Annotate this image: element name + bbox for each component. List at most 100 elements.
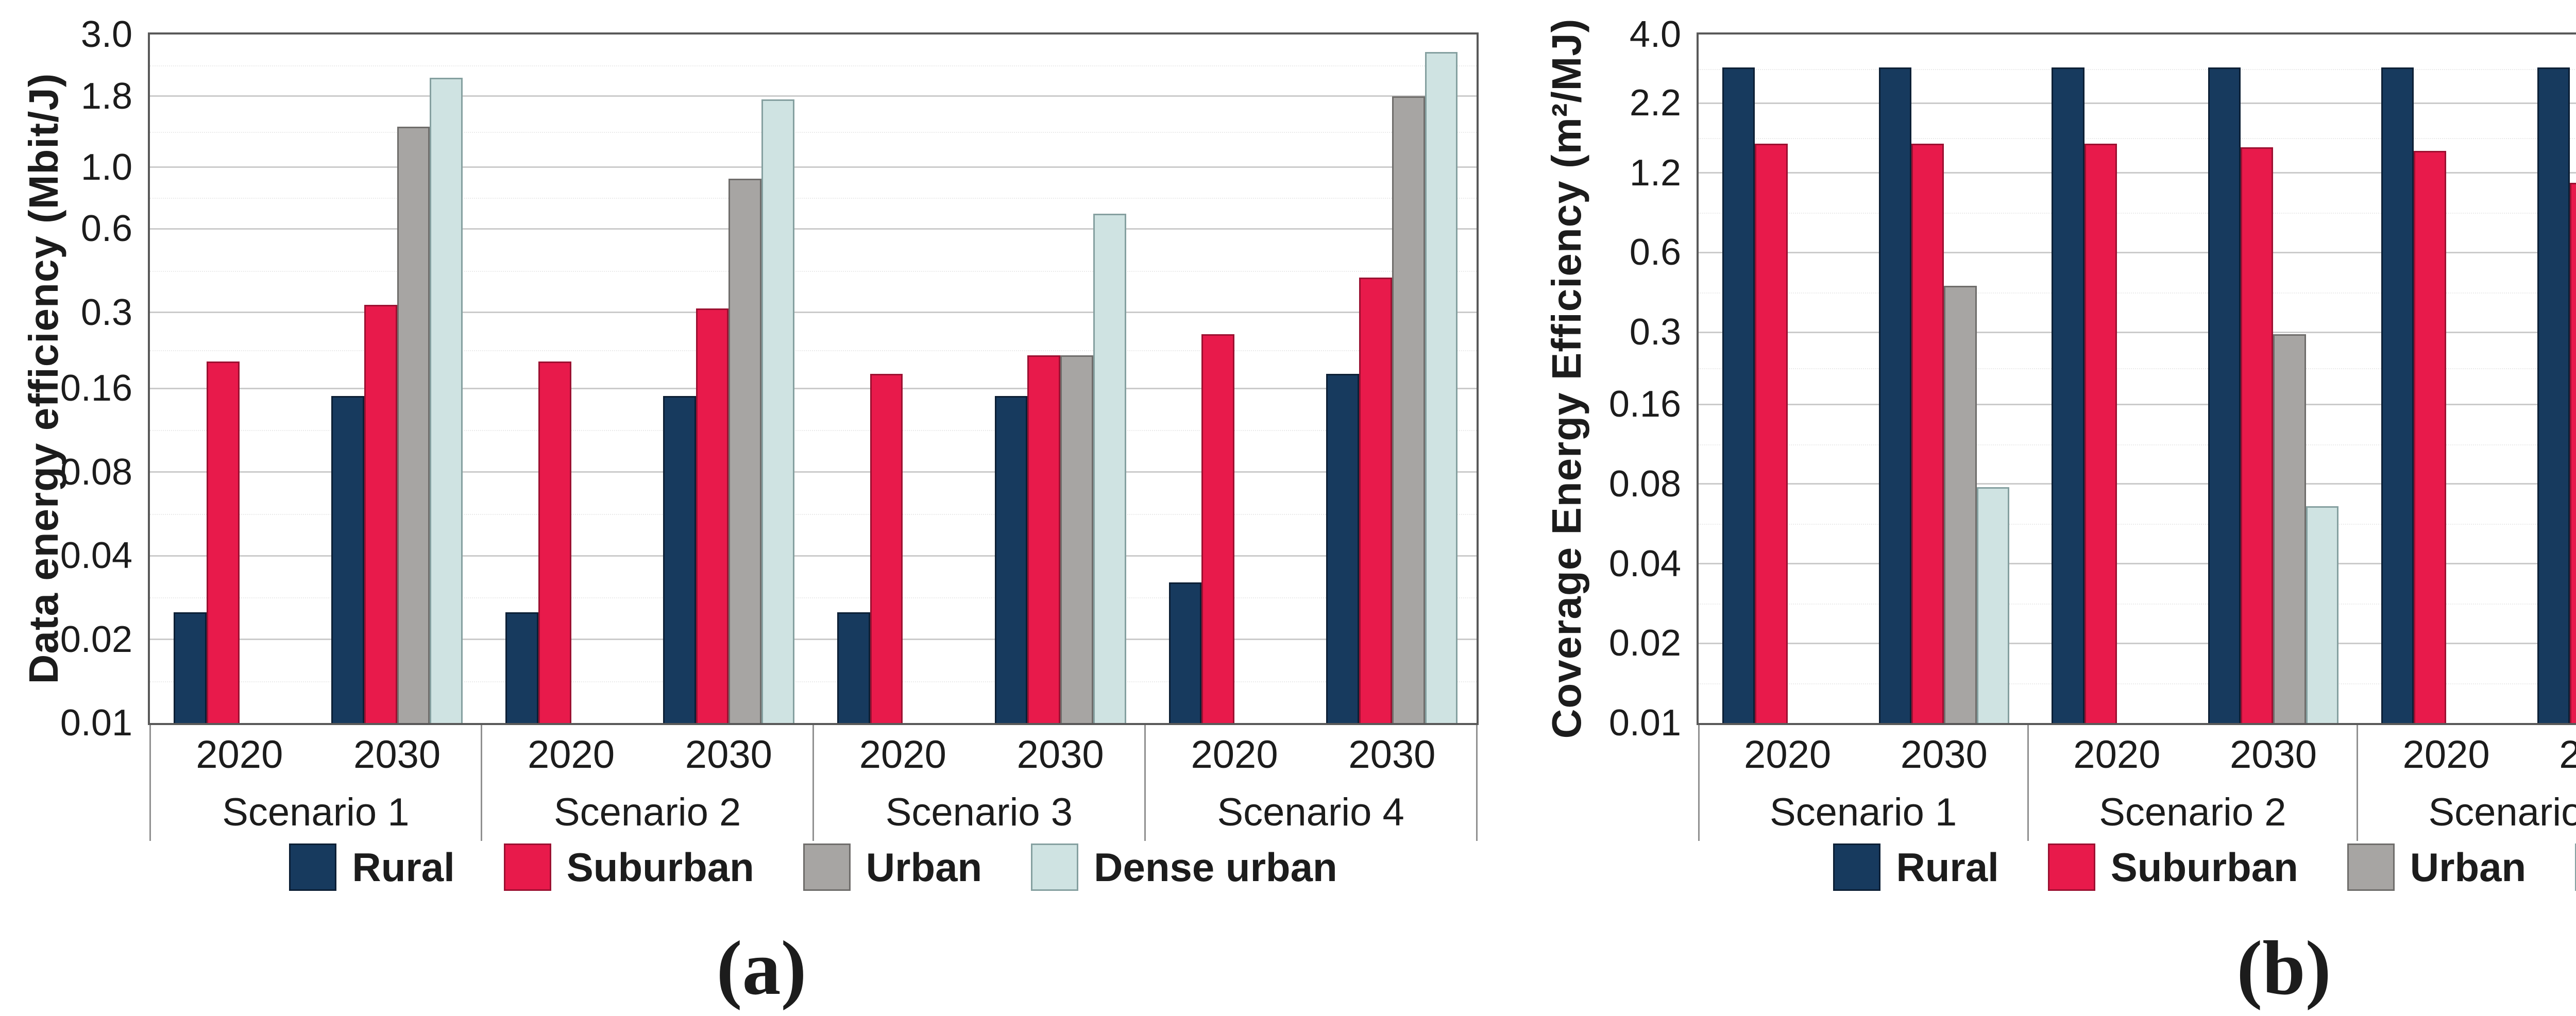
x-tick-label-year: 2020	[1744, 733, 1832, 777]
legend-label: Urban	[866, 845, 982, 890]
gridline	[1699, 172, 2576, 174]
gridline	[150, 312, 1477, 314]
legend-swatch-rural	[289, 843, 337, 891]
legend-swatch-dense-urban	[1031, 843, 1079, 891]
scenario-divider	[1476, 725, 1478, 841]
y-tick-label: 0.3	[1629, 312, 1681, 353]
y-tick-label: 0.6	[80, 208, 132, 250]
legend-label: Rural	[1896, 845, 1999, 890]
legend-label: Rural	[352, 845, 455, 890]
y-tick-label: 1.8	[80, 75, 132, 117]
legend-swatch-rural	[1833, 843, 1881, 891]
y-tick-label: 0.08	[60, 451, 132, 493]
gridline	[1699, 403, 2576, 405]
legend-swatch-suburban	[503, 843, 551, 891]
panel-caption-a: (a)	[716, 925, 807, 1011]
bar-suburban	[1359, 278, 1392, 723]
gridline	[150, 471, 1477, 473]
bar-rural	[2537, 67, 2570, 723]
minor-gridline	[1699, 444, 2576, 445]
gridline	[1699, 251, 2576, 253]
minor-gridline	[1699, 524, 2576, 525]
y-tick-label: 3.0	[80, 14, 132, 55]
minor-gridline	[150, 270, 1477, 272]
bar-rural	[505, 612, 538, 723]
scenario-divider	[2357, 725, 2358, 841]
x-group-label-scenario: Scenario 3	[2428, 790, 2576, 834]
x-tick-label-year: 2030	[2559, 733, 2576, 777]
y-tick-label: 0.16	[1608, 384, 1681, 425]
bar-dense-urban	[1425, 51, 1458, 723]
x-tick-label-year: 2030	[353, 733, 441, 777]
y-tick-label: 1.2	[1629, 152, 1681, 194]
bar-urban	[728, 178, 762, 723]
bar-urban	[1060, 355, 1093, 723]
legend-item-urban: Urban	[2347, 843, 2526, 891]
legend-swatch-urban	[803, 843, 851, 891]
bar-dense-urban	[761, 99, 794, 723]
legend-label: Suburban	[566, 845, 754, 890]
legend-label: Dense urban	[1094, 845, 1337, 890]
y-tick-label: 0.08	[1608, 463, 1681, 505]
bar-rural	[837, 612, 870, 723]
bar-urban	[1392, 96, 1425, 723]
x-group-label-scenario: Scenario 3	[885, 790, 1073, 834]
panel-a: Data energy efficiency (Mbit/J) Rural Sub…	[21, 14, 1479, 1011]
legend-item-rural: Rural	[1833, 843, 1999, 891]
legend-b: Rural Suburban Urban Dense urban	[1697, 843, 2576, 891]
y-tick-label: 0.16	[60, 368, 132, 409]
x-tick-label-year: 2030	[1348, 733, 1436, 777]
bar-suburban	[2570, 183, 2576, 723]
scenario-divider	[2027, 725, 2029, 841]
bar-rural	[1168, 582, 1202, 723]
x-group-label-scenario: Scenario 1	[1769, 790, 1957, 834]
minor-gridline	[1699, 68, 2576, 70]
legend-item-urban: Urban	[803, 843, 982, 891]
scenario-divider	[481, 725, 483, 841]
bar-rural	[1326, 374, 1360, 723]
minor-gridline	[150, 597, 1477, 599]
bar-rural	[2208, 67, 2241, 723]
x-tick-label-year: 2020	[859, 733, 946, 777]
x-group-label-scenario: Scenario 2	[2099, 790, 2286, 834]
x-group-label-scenario: Scenario 4	[1217, 790, 1404, 834]
bar-suburban	[1911, 143, 1944, 723]
y-tick-label: 4.0	[1629, 14, 1681, 55]
bar-rural	[994, 396, 1028, 723]
x-group-label-scenario: Scenario 1	[222, 790, 410, 834]
minor-gridline	[150, 430, 1477, 432]
x-tick-label-year: 2020	[2073, 733, 2161, 777]
y-tick-label: 2.2	[1629, 82, 1681, 124]
minor-gridline	[150, 65, 1477, 66]
bar-dense-urban	[1976, 487, 2009, 723]
y-tick-label: 0.02	[60, 618, 132, 660]
bar-urban	[2273, 334, 2306, 723]
gridline	[1699, 102, 2576, 104]
bar-rural	[2381, 67, 2414, 723]
x-tick-label-year: 2020	[2402, 733, 2490, 777]
panel-b: Coverage Energy Efficiency (m²/MJ) Rural…	[1523, 0, 2576, 1016]
minor-gridline	[150, 513, 1477, 515]
gridline	[150, 95, 1477, 97]
x-tick-label-year: 2020	[196, 733, 283, 777]
bar-rural	[1722, 67, 1755, 723]
y-tick-label: 0.01	[60, 702, 132, 744]
bar-suburban	[696, 308, 729, 723]
y-tick-label: 0.04	[1608, 543, 1681, 584]
gridline	[1699, 331, 2576, 333]
legend-item-dense-urban: Dense urban	[2575, 843, 2576, 891]
bar-rural	[1878, 67, 1911, 723]
bar-suburban	[870, 374, 903, 723]
legend-label: Urban	[2410, 845, 2527, 890]
legend-swatch-urban	[2347, 843, 2395, 891]
gridline	[150, 387, 1477, 389]
x-tick-label-year: 2030	[1900, 733, 1988, 777]
y-tick-label: 0.3	[80, 291, 132, 333]
y-tick-label: 1.0	[80, 146, 132, 188]
plot-area-a	[148, 32, 1479, 725]
y-tick-label: 0.04	[60, 535, 132, 577]
x-tick-label-year: 2020	[528, 733, 615, 777]
bar-dense-urban	[1093, 213, 1126, 723]
plot-area-b	[1697, 32, 2576, 725]
x-tick-label-year: 2030	[1016, 733, 1104, 777]
